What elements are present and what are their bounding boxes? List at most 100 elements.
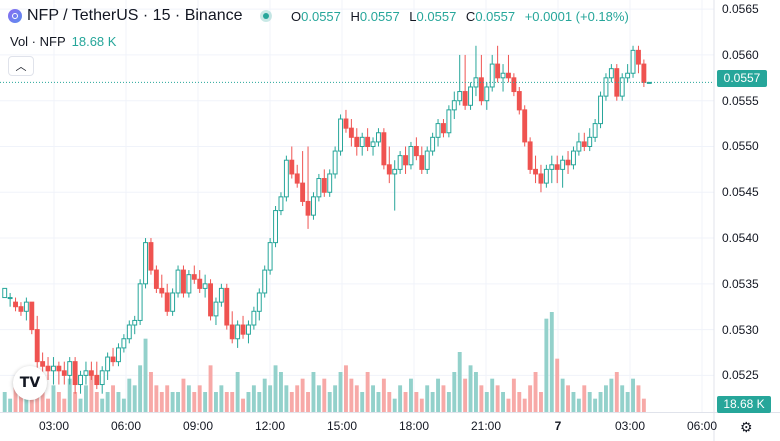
volume-bar: [474, 372, 478, 412]
candle-body: [571, 150, 576, 166]
time-tick-label: 06:00: [110, 419, 142, 433]
volume-bar: [555, 358, 560, 412]
candle-body: [132, 319, 138, 326]
time-tick-label: 18:00: [398, 419, 430, 433]
candle-body: [246, 324, 251, 335]
candle-body: [332, 150, 338, 175]
volume-bar: [381, 378, 386, 412]
volume-bar: [338, 372, 343, 412]
candle-body: [538, 173, 544, 184]
volume-bar: [636, 385, 641, 412]
volume-bar: [273, 365, 278, 412]
volume-bar: [398, 385, 403, 412]
collapse-legend-button[interactable]: ︿: [8, 56, 34, 76]
price-tick-label: 0.0550: [722, 139, 759, 154]
volume-bar: [441, 385, 446, 412]
candle-body: [78, 374, 83, 386]
volume-bar: [279, 372, 283, 412]
candle-body: [543, 168, 549, 184]
candle-body: [164, 292, 170, 312]
volume-bar: [132, 385, 137, 412]
volume-bar: [100, 398, 105, 412]
volume-bar: [614, 372, 619, 412]
ohlc-legend: O0.0557 H0.0557 L0.0557 C0.0557 +0.0001 …: [291, 9, 629, 24]
volume-bar: [13, 385, 18, 412]
candle-body: [191, 274, 197, 280]
candle-body: [641, 63, 647, 83]
volume-bar: [387, 392, 392, 412]
volume-bar: [468, 365, 473, 412]
candle-body: [294, 173, 300, 184]
volume-bar: [67, 378, 72, 412]
change-value: +0.0001 (+0.18%): [524, 9, 629, 24]
candle-body: [235, 324, 241, 340]
candle-body: [240, 324, 246, 335]
candle-body: [67, 361, 73, 376]
candle-body: [516, 91, 522, 111]
candle-body: [522, 109, 528, 143]
volume-bar: [241, 398, 245, 412]
volume-legend[interactable]: Vol · NFP 18.68 K: [10, 34, 116, 49]
candle-body: [338, 118, 343, 152]
candle-body: [527, 141, 533, 170]
candle-body: [603, 77, 609, 97]
volume-bar: [598, 392, 603, 412]
candle-body: [321, 178, 327, 193]
candle-body: [462, 91, 468, 106]
candle-body: [143, 242, 148, 285]
chevron-up-icon: ︿: [15, 61, 27, 73]
volume-bar: [365, 372, 370, 412]
candle-body: [381, 132, 387, 166]
volume-bar: [284, 385, 289, 412]
candle-body: [446, 109, 452, 134]
candle-body: [40, 361, 46, 367]
volume-bar: [419, 398, 424, 412]
volume-bar: [495, 385, 500, 412]
volume-bar: [8, 398, 13, 412]
candle-body: [359, 136, 365, 147]
volume-label: Vol · NFP: [10, 34, 66, 49]
candle-body: [506, 72, 511, 79]
volume-bar: [463, 378, 468, 412]
price-tick-label: 0.0555: [722, 93, 759, 108]
volume-bar: [181, 378, 186, 412]
price-tick-label: 0.0565: [722, 2, 759, 17]
candle-body: [468, 86, 473, 106]
candle-body: [72, 361, 78, 386]
time-tick-label: 03:00: [614, 419, 646, 433]
volume-bar: [641, 398, 646, 412]
volume-bar: [322, 378, 327, 412]
volume-bar: [219, 385, 224, 412]
candle-body: [45, 365, 51, 372]
candle-body: [202, 283, 208, 289]
volume-bar: [414, 392, 419, 412]
candle-body: [457, 91, 463, 102]
volume-bar: [571, 392, 576, 412]
volume-bar: [2, 392, 7, 412]
tradingview-logo[interactable]: TV: [13, 366, 47, 400]
volume-bar: [170, 392, 175, 412]
volume-bar: [490, 378, 495, 412]
symbol-title[interactable]: NFP / TetherUS · 15 · Binance: [8, 5, 243, 27]
candle-body: [137, 283, 143, 321]
candle-body: [23, 301, 29, 312]
candle-body: [441, 123, 446, 134]
price-tick-label: 0.0545: [722, 185, 759, 200]
candle-body: [61, 370, 67, 376]
candle-body: [565, 159, 571, 166]
candle-body: [365, 136, 371, 147]
candle-body: [311, 196, 316, 216]
volume-bar: [533, 372, 538, 412]
candle-body: [13, 301, 18, 308]
candle-body: [159, 287, 165, 294]
volume-bar: [138, 365, 143, 412]
volume-bar: [230, 392, 235, 412]
settings-icon[interactable]: ⚙: [740, 419, 753, 435]
volume-bar: [262, 378, 267, 412]
candle-body: [348, 127, 354, 138]
volume-bar: [522, 398, 527, 412]
candle-body: [408, 145, 414, 166]
candle-body: [229, 324, 235, 340]
candle-body: [121, 338, 127, 349]
